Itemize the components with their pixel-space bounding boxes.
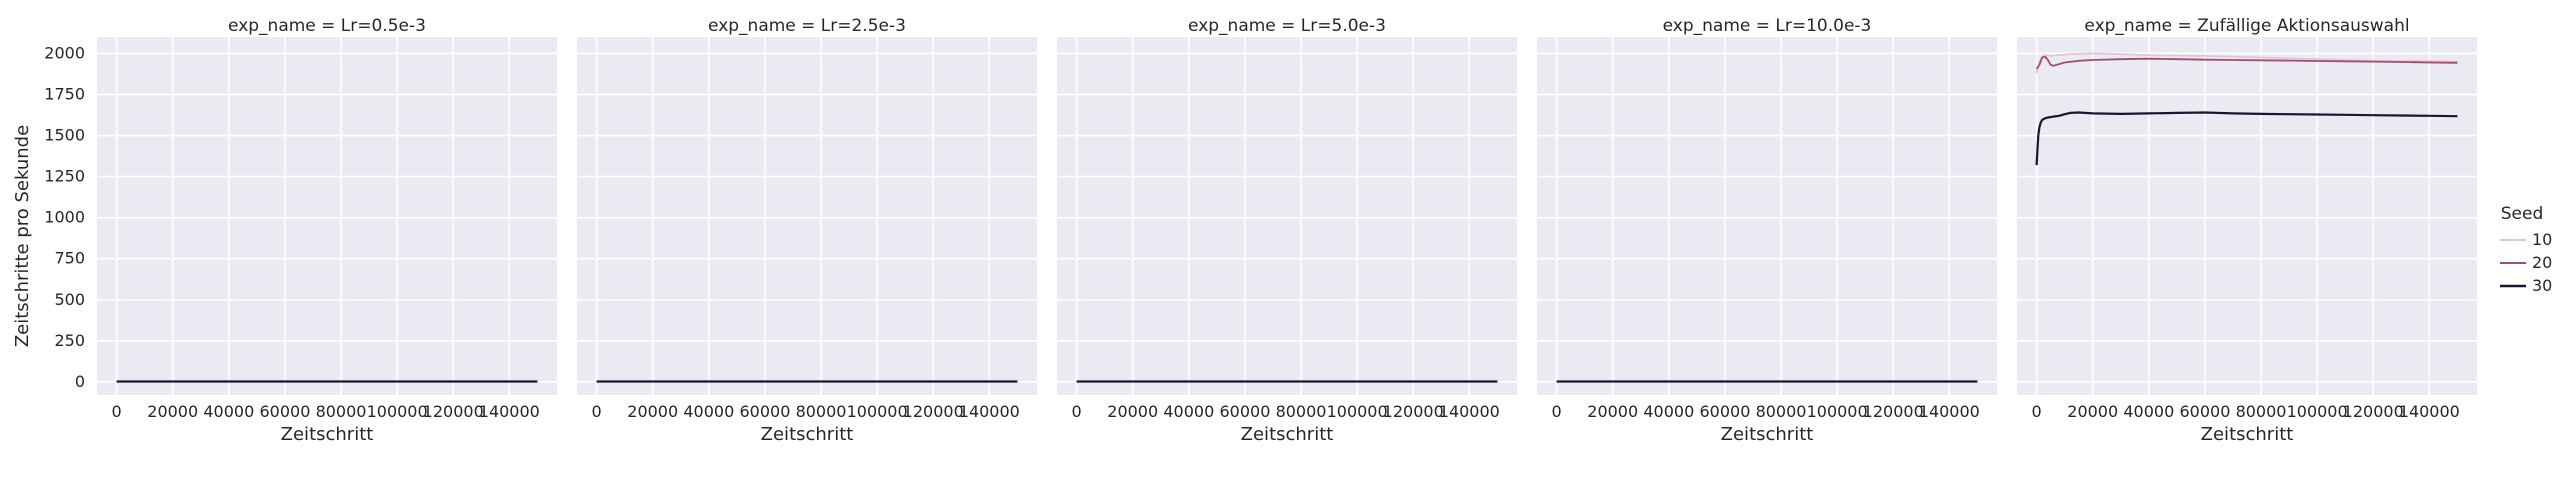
x-tick-label: 120000 (2343, 402, 2404, 421)
x-tick-label: 60000 (739, 402, 790, 421)
x-tick-label: 20000 (147, 402, 198, 421)
x-tick-label: 20000 (627, 402, 678, 421)
x-axis-label: Zeitschritt (1721, 424, 1814, 445)
panel-background (97, 37, 557, 395)
x-tick-label: 40000 (683, 402, 734, 421)
y-tick-label: 1250 (44, 167, 85, 186)
y-tick-label: 2000 (44, 43, 85, 62)
x-tick-label: 120000 (423, 402, 484, 421)
x-tick-label: 120000 (903, 402, 964, 421)
y-tick-label: 1750 (44, 84, 85, 103)
x-axis-label: Zeitschritt (2201, 424, 2294, 445)
x-tick-label: 60000 (1699, 402, 1750, 421)
x-tick-label: 40000 (2123, 402, 2174, 421)
x-tick-label: 40000 (1163, 402, 1214, 421)
legend-label-seed-30: 30 (2532, 276, 2552, 295)
y-axis-label: Zeitschritte pro Sekunde (12, 125, 33, 347)
panel-background (1537, 37, 1997, 395)
x-tick-label: 20000 (1587, 402, 1638, 421)
y-tick-label: 0 (75, 372, 85, 391)
x-tick-label: 0 (112, 402, 122, 421)
y-tick-label: 1500 (44, 126, 85, 145)
panel-background (577, 37, 1037, 395)
legend-entries: 10 20 30 (2500, 230, 2552, 295)
y-tick-label: 250 (54, 331, 85, 350)
panel-title: exp_name = Lr=0.5e-3 (228, 16, 426, 36)
legend-label-seed-20: 20 (2532, 253, 2552, 272)
panel-title: exp_name = Lr=2.5e-3 (708, 16, 906, 36)
x-tick-label: 100000 (847, 402, 908, 421)
x-axis-label: Zeitschritt (1241, 424, 1334, 445)
x-tick-label: 80000 (316, 402, 367, 421)
x-axis-label: Zeitschritt (281, 424, 374, 445)
x-tick-label: 80000 (1756, 402, 1807, 421)
series-line-seed-30 (2035, 111, 2458, 166)
x-tick-label: 20000 (1107, 402, 1158, 421)
x-tick-label: 60000 (1219, 402, 1270, 421)
legend-label-seed-10: 10 (2532, 230, 2552, 249)
panel-title: exp_name = Lr=10.0e-3 (1663, 16, 1872, 36)
legend-title: Seed (2501, 204, 2544, 224)
x-tick-label: 40000 (1643, 402, 1694, 421)
x-tick-label: 80000 (1276, 402, 1327, 421)
x-tick-label: 140000 (1439, 402, 1500, 421)
chart-panels: 0 20000 40000 60000 80000 1000001200001400000… (44, 16, 2477, 445)
x-tick-label: 100000 (1807, 402, 1868, 421)
x-tick-label: 120000 (1383, 402, 1444, 421)
panel-background (2017, 37, 2477, 395)
x-tick-label: 60000 (259, 402, 310, 421)
y-tick-label: 1000 (44, 208, 85, 227)
x-tick-label: 100000 (2287, 402, 2348, 421)
series-line-seed-10 (2035, 52, 2458, 74)
x-tick-label: 140000 (1919, 402, 1980, 421)
series-line-seed-20 (2035, 55, 2458, 70)
x-tick-label: 0 (1072, 402, 1082, 421)
x-tick-label: 0 (1552, 402, 1562, 421)
y-tick-label: 750 (54, 249, 85, 268)
x-tick-label: 140000 (479, 402, 540, 421)
x-tick-label: 40000 (203, 402, 254, 421)
legend: Seed 10 20 30 (2500, 204, 2552, 295)
x-tick-label: 80000 (2236, 402, 2287, 421)
panel-title: exp_name = Zufällige Aktionsauswahl (2084, 16, 2409, 36)
x-tick-label: 100000 (1327, 402, 1388, 421)
x-tick-label: 60000 (2179, 402, 2230, 421)
x-tick-label: 140000 (2399, 402, 2460, 421)
x-tick-label: 140000 (959, 402, 1020, 421)
panel-background (1057, 37, 1517, 395)
x-tick-label: 120000 (1863, 402, 1924, 421)
y-tick-label: 500 (54, 290, 85, 309)
x-tick-label: 100000 (367, 402, 428, 421)
x-tick-label: 20000 (2067, 402, 2118, 421)
x-tick-label: 0 (2032, 402, 2042, 421)
x-tick-label: 0 (592, 402, 602, 421)
panel-title: exp_name = Lr=5.0e-3 (1188, 16, 1386, 36)
x-axis-label: Zeitschritt (761, 424, 854, 445)
x-tick-label: 80000 (796, 402, 847, 421)
